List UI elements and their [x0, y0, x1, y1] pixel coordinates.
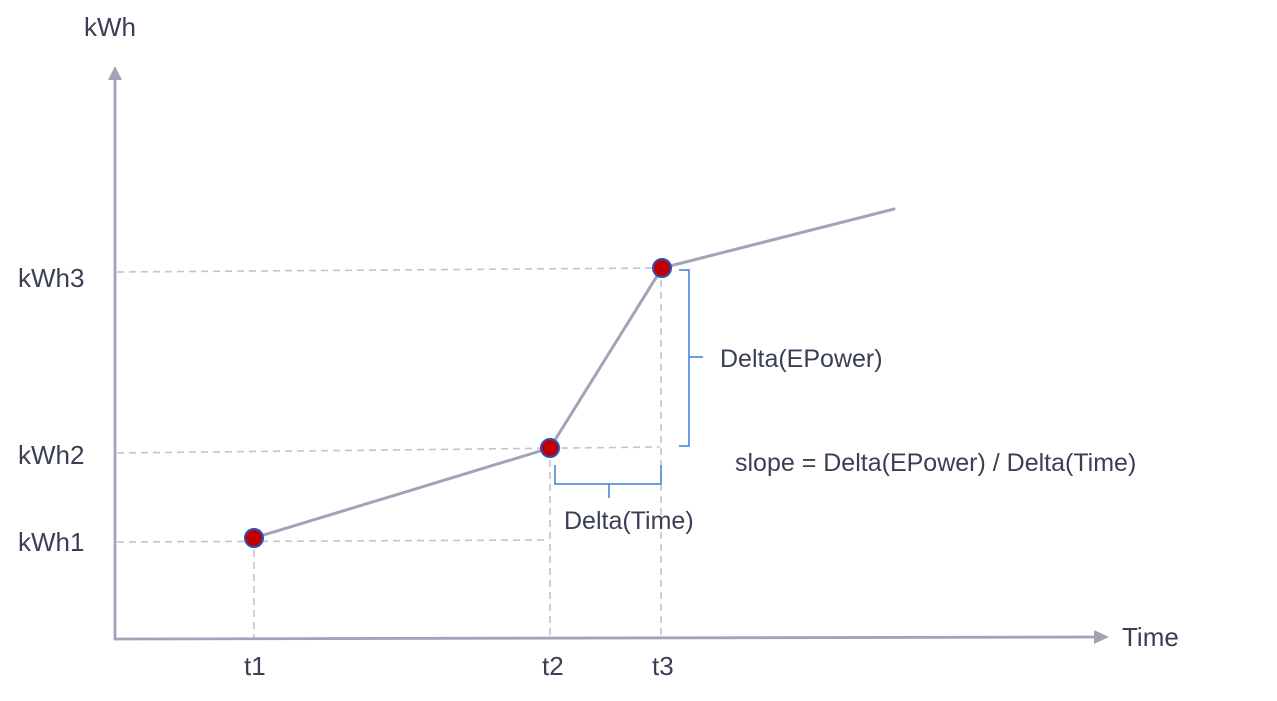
point-t2-kwh2	[540, 438, 560, 458]
y-tick-label-kwh1: kWh1	[18, 527, 84, 557]
measurement-points	[244, 258, 672, 548]
x-axis-line	[113, 635, 1098, 641]
delta-power-brace	[679, 269, 703, 447]
guide-kwh2-horizontal	[116, 446, 661, 454]
slope-formula-label: slope = Delta(EPower) / Delta(Time)	[735, 449, 1136, 477]
x-axis-arrow-icon	[1094, 630, 1109, 644]
x-axis-title: Time	[1122, 622, 1179, 652]
delta-time-brace	[554, 465, 662, 498]
y-tick-label-kwh2: kWh2	[18, 440, 84, 470]
y-tick-label-kwh3: kWh3	[18, 263, 84, 293]
x-tick-label-t1: t1	[244, 651, 266, 681]
delta-time-label: Delta(Time)	[564, 507, 694, 535]
y-axis-title: kWh	[84, 12, 136, 42]
y-axis-arrow-icon	[108, 66, 122, 80]
guide-lines	[116, 267, 662, 638]
energy-curve	[252, 207, 896, 540]
point-t3-kwh3	[652, 258, 672, 278]
axes	[113, 78, 1098, 641]
guide-kwh3-horizontal	[116, 267, 661, 273]
x-tick-label-t2: t2	[542, 651, 564, 681]
delta-power-label: Delta(EPower)	[720, 345, 883, 373]
point-t1-kwh1	[244, 528, 264, 548]
guide-kwh1-horizontal	[116, 539, 546, 543]
x-tick-label-t3: t3	[652, 651, 674, 681]
